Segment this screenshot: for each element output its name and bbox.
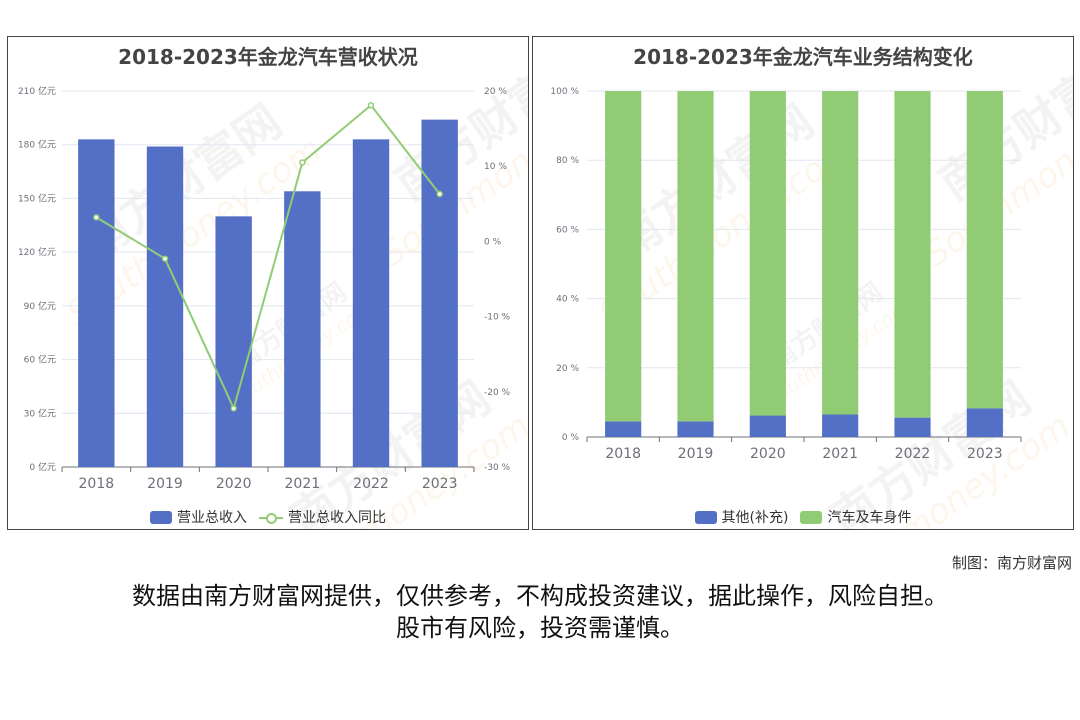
x-tick-label: 2022 bbox=[895, 446, 931, 462]
yoy-point bbox=[161, 255, 169, 262]
y-left-tick-label: 210 亿元 bbox=[18, 85, 56, 97]
legend-label-yoy: 营业总收入同比 bbox=[288, 510, 386, 526]
other-bar-segment bbox=[894, 417, 931, 437]
other-bar-segment bbox=[749, 415, 786, 437]
y-right-tick-label: 10 % bbox=[484, 162, 507, 172]
y-right-tick-label: -30 % bbox=[484, 463, 511, 473]
auto-bar-segment bbox=[605, 91, 642, 422]
auto-bar-segment bbox=[894, 91, 931, 418]
legend-label-auto: 汽车及车身件 bbox=[827, 510, 912, 526]
revenue-chart-panel: 南方财富网Southmoney.com南方财富网Southmoney.com南方… bbox=[7, 36, 529, 530]
revenue-bar bbox=[352, 139, 390, 467]
other-bar-segment bbox=[966, 408, 1003, 437]
y-tick-label: 80 % bbox=[556, 156, 579, 166]
legend-swatch-other bbox=[694, 510, 717, 524]
x-tick-label: 2020 bbox=[750, 446, 786, 462]
legend-swatch-yoy bbox=[259, 511, 283, 524]
structure-chart-legend: 其他(补充) 汽车及车身件 bbox=[533, 507, 1073, 527]
structure-chart-panel: 南方财富网Southmoney.com南方财富网Southmoney.com南方… bbox=[532, 36, 1074, 530]
chart-credit: 制图：南方财富网 bbox=[951, 554, 1072, 572]
y-tick-label: 20 % bbox=[556, 364, 579, 374]
x-tick-label: 2020 bbox=[216, 476, 252, 492]
auto-bar-segment bbox=[749, 91, 786, 416]
x-tick-label: 2018 bbox=[79, 476, 115, 492]
revenue-bar bbox=[215, 216, 252, 467]
y-left-tick-label: 150 亿元 bbox=[18, 192, 56, 204]
y-tick-label: 0 % bbox=[562, 433, 580, 443]
x-tick-label: 2021 bbox=[285, 476, 321, 492]
revenue-bar bbox=[421, 119, 458, 468]
x-tick-label: 2019 bbox=[147, 476, 183, 492]
revenue-chart-svg: 南方财富网Southmoney.com南方财富网Southmoney.com南方… bbox=[18, 37, 528, 529]
x-tick-label: 2023 bbox=[967, 446, 1003, 462]
legend-item-auto[interactable]: 汽车及车身件 bbox=[800, 507, 911, 527]
revenue-bar bbox=[78, 139, 115, 467]
y-right-tick-label: 0 % bbox=[484, 237, 502, 247]
x-tick-label: 2023 bbox=[422, 476, 458, 492]
y-left-tick-label: 30 亿元 bbox=[24, 407, 56, 419]
disclaimer-line-2: 股市有风险，投资需谨慎。 bbox=[396, 614, 684, 642]
legend-label-other: 其他(补充) bbox=[721, 510, 789, 526]
structure-chart-svg: 南方财富网Southmoney.com南方财富网Southmoney.com南方… bbox=[550, 37, 1073, 529]
yoy-point bbox=[93, 214, 100, 221]
x-tick-label: 2018 bbox=[605, 446, 641, 462]
auto-bar-segment bbox=[677, 91, 714, 422]
y-right-tick-label: -10 % bbox=[484, 313, 511, 323]
auto-bar-segment bbox=[822, 91, 859, 415]
yoy-line bbox=[95, 103, 441, 412]
legend-item-yoy[interactable]: 营业总收入同比 bbox=[259, 507, 386, 527]
disclaimer: 数据由南方财富网提供，仅供参考，不构成投资建议，据此操作，风险自担。 股市有风险… bbox=[0, 580, 1080, 644]
yoy-point bbox=[299, 159, 306, 166]
yoy-point bbox=[436, 190, 443, 198]
revenue-chart-title: 2018-2023年金龙汽车营收状况 bbox=[118, 45, 418, 69]
disclaimer-line-1: 数据由南方财富网提供，仅供参考，不构成投资建议，据此操作，风险自担。 bbox=[132, 582, 948, 610]
yoy-point bbox=[230, 405, 237, 412]
other-bar-segment bbox=[822, 414, 859, 437]
x-tick-label: 2022 bbox=[353, 476, 389, 492]
x-tick-label: 2019 bbox=[678, 446, 714, 462]
legend-item-other[interactable]: 其他(补充) bbox=[694, 507, 789, 527]
revenue-bar bbox=[146, 146, 184, 467]
y-left-tick-label: 180 亿元 bbox=[18, 139, 56, 151]
structure-chart-title: 2018-2023年金龙汽车业务结构变化 bbox=[633, 45, 973, 69]
y-left-tick-label: 90 亿元 bbox=[24, 300, 56, 312]
legend-item-revenue[interactable]: 营业总收入 bbox=[150, 507, 247, 527]
y-left-tick-label: 60 亿元 bbox=[24, 354, 56, 366]
other-bar-segment bbox=[605, 421, 642, 437]
y-right-tick-label: -20 % bbox=[484, 388, 511, 398]
y-tick-label: 60 % bbox=[556, 225, 579, 235]
legend-swatch-auto bbox=[800, 510, 823, 524]
y-left-tick-label: 120 亿元 bbox=[18, 246, 56, 258]
y-tick-label: 40 % bbox=[556, 295, 579, 305]
yoy-point bbox=[367, 102, 375, 109]
y-right-tick-label: 20 % bbox=[484, 87, 507, 97]
revenue-chart-legend: 营业总收入 营业总收入同比 bbox=[8, 507, 528, 527]
auto-bar-segment bbox=[966, 91, 1003, 409]
revenue-bar bbox=[284, 191, 321, 467]
other-bar-segment bbox=[677, 421, 714, 437]
y-left-tick-label: 0 亿元 bbox=[29, 461, 56, 473]
legend-swatch-revenue bbox=[150, 510, 172, 524]
x-tick-label: 2021 bbox=[822, 446, 858, 462]
y-tick-label: 100 % bbox=[550, 87, 579, 97]
legend-label-revenue: 营业总收入 bbox=[177, 510, 247, 526]
